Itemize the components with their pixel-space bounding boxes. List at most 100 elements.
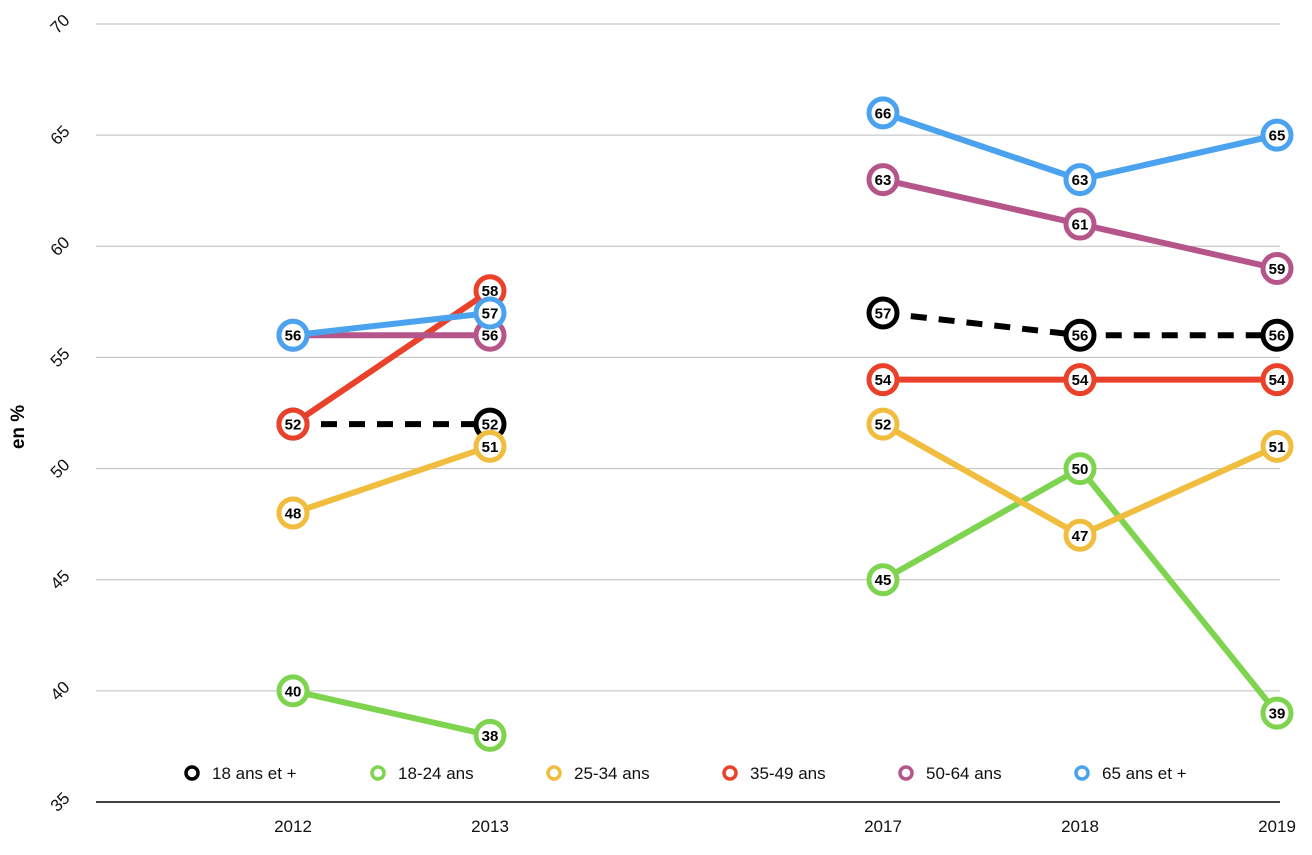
x-axis-ticks: 2012 2013 2017 2018 2019 [274, 817, 1296, 836]
data-point-marker [866, 163, 900, 197]
legend-label: 18-24 ans [398, 764, 474, 783]
y-tick-label: 55 [47, 344, 74, 371]
data-point: 57 [866, 296, 900, 330]
legend-label: 65 ans et + [1102, 764, 1187, 783]
data-point-marker [473, 718, 507, 752]
data-point-marker [1063, 318, 1097, 352]
data-label: 56 [285, 328, 302, 345]
data-label: 40 [285, 683, 302, 700]
data-point: 51 [1260, 429, 1294, 463]
legend-item: 18-24 ans [370, 764, 474, 783]
data-point: 54 [866, 363, 900, 397]
legend-item: 35-49 ans [722, 764, 826, 783]
data-label: 48 [285, 506, 302, 523]
data-point: 40 [276, 674, 310, 708]
data-label: 65 [1269, 128, 1286, 145]
legend-label: 18 ans et + [212, 764, 297, 783]
data-label: 39 [1269, 706, 1286, 723]
data-point: 56 [1063, 318, 1097, 352]
data-label: 56 [1269, 328, 1286, 345]
data-point: 52 [866, 407, 900, 441]
y-tick-label: 35 [47, 789, 74, 816]
y-axis-ticks: 70 65 60 55 50 45 40 35 [47, 11, 74, 816]
legend-item: 25-34 ans [546, 764, 650, 783]
data-point-marker [866, 407, 900, 441]
data-point-marker [1063, 363, 1097, 397]
data-label: 59 [1269, 261, 1286, 278]
legend-marker [184, 765, 200, 781]
x-tick-label: 2018 [1061, 817, 1099, 836]
data-point-marker [1260, 696, 1294, 730]
data-label: 51 [482, 439, 499, 456]
x-tick-label: 2013 [471, 817, 509, 836]
series-line-25-34 ans [290, 443, 493, 517]
data-label: 58 [482, 283, 499, 300]
data-point: 58 [473, 274, 507, 308]
legend-marker [546, 765, 562, 781]
legend-item: 18 ans et + [184, 764, 297, 783]
data-label: 54 [1072, 372, 1089, 389]
data-point-marker [1063, 163, 1097, 197]
data-point: 57 [473, 296, 507, 330]
data-label: 63 [1072, 172, 1089, 189]
legend-marker [1074, 765, 1090, 781]
data-label: 51 [1269, 439, 1286, 456]
data-point-marker [276, 496, 310, 530]
data-point-marker [1260, 118, 1294, 152]
data-point-marker [276, 407, 310, 441]
y-tick-label: 65 [47, 122, 74, 149]
legend-marker [370, 765, 386, 781]
legend: 18 ans et + 18-24 ans 25-34 ans 35-49 ans 50… [184, 764, 1187, 783]
data-label: 45 [875, 572, 892, 589]
grid-lines [96, 23, 1280, 803]
data-point: 47 [1063, 518, 1097, 552]
series-line-18-24 ans [880, 465, 1280, 717]
data-label: 57 [482, 305, 499, 322]
data-point: 45 [866, 563, 900, 597]
y-tick-label: 60 [47, 233, 74, 260]
data-point-marker [866, 296, 900, 330]
series-points: 5252575656403845503948515247515258545454… [276, 96, 1294, 752]
data-label: 52 [875, 417, 892, 434]
data-label: 50 [1072, 461, 1089, 478]
data-label: 52 [482, 417, 499, 434]
data-label: 63 [875, 172, 892, 189]
data-point: 48 [276, 496, 310, 530]
data-point: 54 [1063, 363, 1097, 397]
y-tick-label: 40 [47, 678, 74, 705]
data-point: 61 [1063, 207, 1097, 241]
data-point-marker [276, 318, 310, 352]
data-point: 63 [866, 163, 900, 197]
data-point-marker [473, 429, 507, 463]
data-label: 38 [482, 728, 499, 745]
legend-label: 35-49 ans [750, 764, 826, 783]
series-line-65 ans et + [290, 309, 493, 339]
legend-item: 65 ans et + [1074, 764, 1187, 783]
y-axis-label: en % [8, 405, 29, 449]
y-tick-label: 50 [47, 455, 74, 482]
legend-label: 50-64 ans [926, 764, 1002, 783]
data-point-marker [866, 363, 900, 397]
data-point: 56 [1260, 318, 1294, 352]
data-point-marker [1260, 318, 1294, 352]
data-point: 63 [1063, 163, 1097, 197]
data-point: 59 [1260, 252, 1294, 286]
data-label: 47 [1072, 528, 1089, 545]
data-point-marker [866, 563, 900, 597]
data-point: 50 [1063, 452, 1097, 486]
series-line-35-49 ans [290, 287, 493, 428]
data-point-marker [276, 674, 310, 708]
y-tick-label: 70 [47, 11, 74, 38]
data-label: 54 [1269, 372, 1286, 389]
data-point-marker [866, 96, 900, 130]
data-point-marker [1063, 207, 1097, 241]
data-point-marker [473, 296, 507, 330]
data-point: 65 [1260, 118, 1294, 152]
legend-marker [898, 765, 914, 781]
data-point-marker [1260, 429, 1294, 463]
data-point-marker [1063, 452, 1097, 486]
series-line-18-24 ans [290, 687, 493, 739]
data-label: 57 [875, 305, 892, 322]
data-point: 38 [473, 718, 507, 752]
